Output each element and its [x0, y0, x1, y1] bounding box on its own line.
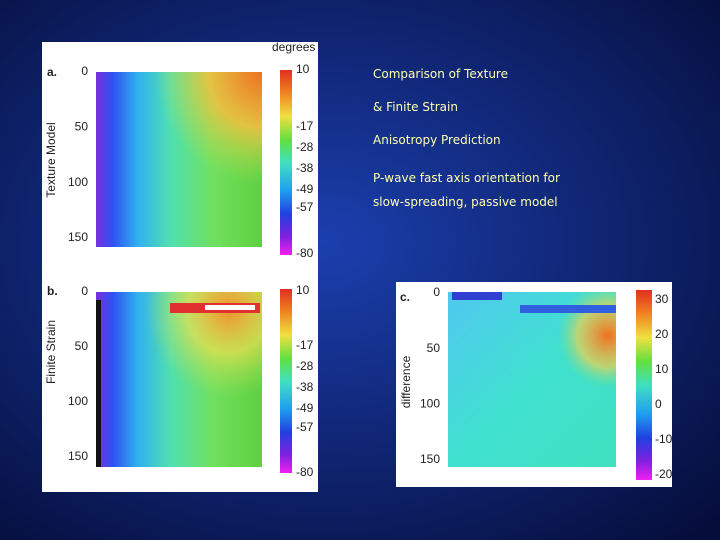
colorbar: [280, 289, 292, 473]
colorbar-tick-label: -10: [655, 432, 673, 446]
title-line: Comparison of Texture: [373, 67, 508, 81]
heatmap-c: [448, 292, 616, 467]
colorbar-tick-label: -57: [296, 200, 314, 214]
colorbar-tick-label: -17: [296, 338, 314, 352]
colorbar-tick-label: 30: [655, 292, 669, 306]
colorbar-tick-label: -80: [296, 246, 314, 260]
y-tick-label: 100: [68, 175, 88, 189]
colorbar-tick-label: 10: [655, 362, 669, 376]
y-tick-label: 0: [81, 64, 88, 78]
colorbar-tick-label: -17: [296, 119, 314, 133]
colorbar-tick-label: 10: [296, 283, 310, 297]
colorbar-tick-label: -49: [296, 182, 314, 196]
title-line: Anisotropy Prediction: [373, 133, 501, 147]
y-tick-label: 100: [68, 394, 88, 408]
colorbar-tick-label: -28: [296, 359, 314, 373]
y-tick-label: 150: [68, 230, 88, 244]
colorbar: [636, 290, 652, 480]
colorbar-tick-label: 0: [655, 397, 662, 411]
title-line: & Finite Strain: [373, 100, 458, 114]
colorbar-tick-label: -49: [296, 401, 314, 415]
subtitle-line: P-wave fast axis orientation for: [373, 171, 560, 185]
colorbar: [280, 70, 292, 255]
y-tick-label: 50: [75, 119, 89, 133]
colorbar-tick-label: -28: [296, 140, 314, 154]
colorbar-tick-label: -38: [296, 380, 314, 394]
colorbar-tick-label: -57: [296, 420, 314, 434]
colorbar-tick-label: 20: [655, 327, 669, 341]
y-axis-label: Texture Model: [44, 122, 58, 197]
heatmap-b: [96, 292, 262, 467]
panel-label: b.: [47, 284, 58, 298]
panel-label: a.: [47, 65, 57, 79]
y-axis-label: difference: [399, 355, 413, 408]
y-axis-label: Finite Strain: [44, 320, 58, 384]
colorbar-tick-label: -80: [296, 465, 314, 479]
colorbar-tick-label: -38: [296, 161, 314, 175]
y-tick-label: 150: [420, 452, 440, 466]
colorbar-tick-label: 10: [296, 62, 310, 76]
y-tick-label: 150: [68, 449, 88, 463]
y-tick-label: 0: [81, 284, 88, 298]
subtitle-line: slow-spreading, passive model: [373, 195, 558, 209]
y-tick-label: 50: [75, 339, 89, 353]
y-tick-label: 0: [433, 285, 440, 299]
heatmap-a: [96, 72, 262, 247]
panel-label: c.: [400, 290, 410, 304]
y-tick-label: 50: [427, 341, 441, 355]
colorbar-tick-label: -20: [655, 467, 673, 481]
y-tick-label: 100: [420, 396, 440, 410]
colorbar-title: degrees: [272, 40, 315, 54]
